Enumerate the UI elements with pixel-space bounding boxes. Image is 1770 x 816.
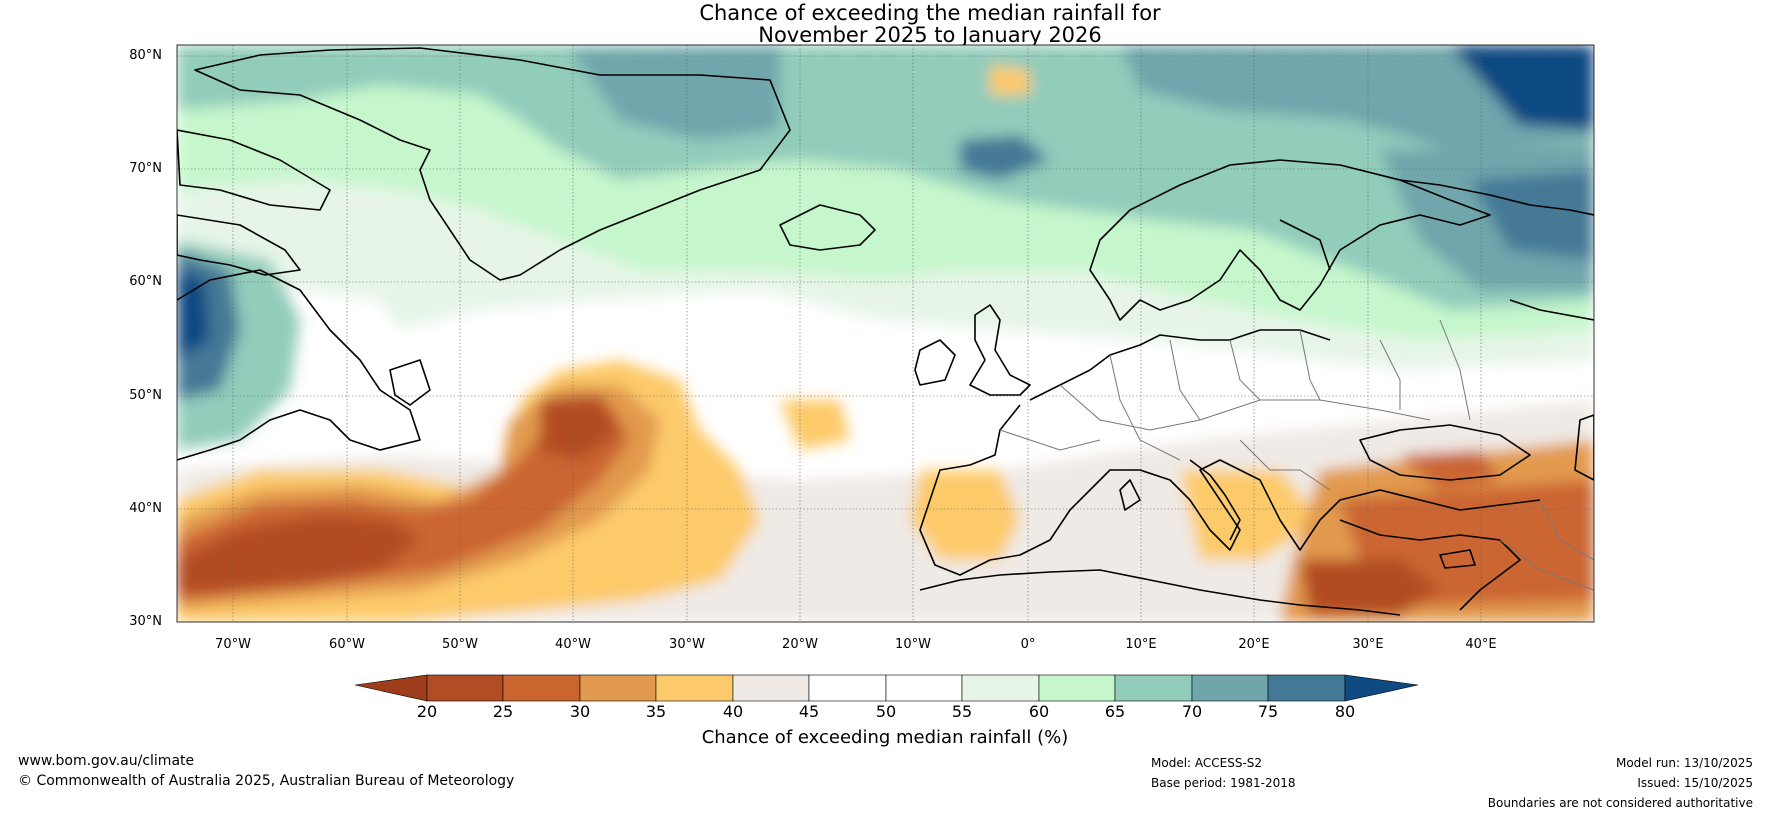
colorbar-tick: 60 [1028, 702, 1050, 721]
colorbar-tick: 20 [416, 702, 438, 721]
lon-label: 30°W [669, 637, 705, 652]
colorbar-tick: 45 [798, 702, 820, 721]
dry-anomaly-region [540, 395, 620, 460]
copyright-text: © Commonwealth of Australia 2025, Austra… [18, 773, 515, 789]
website-link[interactable]: www.bom.gov.au/climate [18, 753, 195, 769]
colorbar [354, 674, 1419, 702]
dry-anomaly-region [780, 400, 850, 450]
lon-label: 30°E [1352, 637, 1384, 652]
map-title-line1: Chance of exceeding the median rainfall … [699, 1, 1161, 25]
lat-label: 40°N [129, 501, 162, 516]
dry-anomaly-region [910, 470, 1020, 560]
base-period-text: Base period: 1981-2018 [1151, 776, 1296, 790]
wet-anomaly-region [177, 270, 210, 360]
land-coastlines [177, 47, 1594, 616]
lat-label: 80°N [129, 48, 162, 63]
colorbar-tick: 50 [875, 702, 897, 721]
lon-label: 10°E [1125, 637, 1157, 652]
lon-label: 70°W [215, 637, 251, 652]
country-borders [999, 319, 1594, 591]
issued-text: Issued: 15/10/2025 [1637, 776, 1753, 790]
colorbar-label: Chance of exceeding median rainfall (%) [701, 727, 1069, 748]
model-run-text: Model run: 13/10/2025 [1615, 756, 1753, 770]
lat-label: 70°N [129, 161, 162, 176]
dry-anomaly-region [1300, 560, 1440, 615]
colorbar-tick: 35 [645, 702, 667, 721]
colorbar-tick: 55 [951, 702, 973, 721]
lon-label: 20°W [782, 637, 818, 652]
colorbar-tick: 25 [492, 702, 514, 721]
map-title-line2: November 2025 to January 2026 [758, 23, 1102, 47]
lon-label: 60°W [329, 637, 365, 652]
disclaimer-text: Boundaries are not considered authoritat… [1487, 796, 1753, 810]
colorbar-tick: 80 [1334, 702, 1356, 721]
colorbar-tick: 65 [1104, 702, 1126, 721]
dry-anomaly-region [177, 515, 420, 595]
lon-label: 0° [1020, 637, 1036, 652]
model-text: Model: ACCESS-S2 [1151, 756, 1263, 770]
lon-label: 50°W [442, 637, 478, 652]
dry-anomaly-region [990, 65, 1030, 95]
colorbar-tick: 30 [569, 702, 591, 721]
lat-label: 50°N [129, 388, 162, 403]
lon-label: 40°W [555, 637, 591, 652]
lon-label: 40°E [1465, 637, 1497, 652]
dry-anomaly-region [1400, 450, 1500, 490]
lon-label: 20°E [1238, 637, 1270, 652]
wet-anomaly-region [1470, 170, 1594, 260]
lat-label: 30°N [129, 614, 162, 629]
lat-label: 60°N [129, 274, 162, 289]
wet-anomaly-region [570, 45, 780, 140]
map-area [177, 45, 1594, 622]
colorbar-tick: 40 [722, 702, 744, 721]
wet-anomaly-region [1450, 45, 1594, 130]
map-frame [176, 44, 1595, 623]
colorbar-tick: 70 [1181, 702, 1203, 721]
colorbar-tick: 75 [1257, 702, 1279, 721]
lon-label: 10°W [895, 637, 931, 652]
